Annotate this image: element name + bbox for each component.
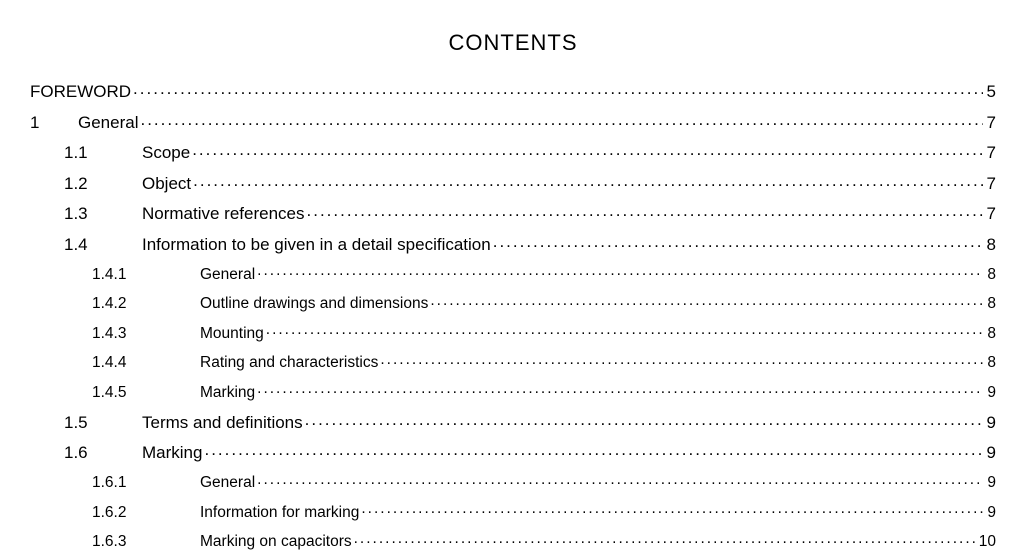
page-title: CONTENTS <box>30 30 996 56</box>
toc-entry-label: Marking on capacitors <box>200 534 354 550</box>
toc-leader-dots <box>133 80 982 97</box>
toc-entry-label: General <box>78 114 140 131</box>
toc-entry-page: 8 <box>983 296 996 312</box>
toc-entry-label: FOREWORD <box>30 83 133 100</box>
toc-entry: 1.4.3Mounting 8 <box>30 322 996 341</box>
toc-entry-page: 7 <box>983 114 996 131</box>
toc-entry-page: 10 <box>975 534 996 550</box>
toc-entry-label: Information to be given in a detail spec… <box>142 236 493 253</box>
toc-entry: 1.4Information to be given in a detail s… <box>30 233 996 253</box>
toc-entry-label: Information for marking <box>200 505 361 521</box>
toc-entry-number: 1.4.2 <box>92 296 200 312</box>
toc-entry-number: 1.1 <box>64 144 142 161</box>
toc-leader-dots <box>305 411 983 428</box>
toc-entry-label: Object <box>142 175 193 192</box>
toc-leader-dots <box>257 381 983 397</box>
toc-leader-dots <box>257 263 983 279</box>
toc-entry-page: 7 <box>983 175 996 192</box>
toc-entry-number: 1.4 <box>64 236 142 253</box>
toc-entry-label: General <box>200 267 257 283</box>
toc-leader-dots <box>193 172 982 189</box>
toc-entry-number: 1.4.5 <box>92 385 200 401</box>
toc-entry: 1.3Normative references 7 <box>30 202 996 222</box>
toc-entry: 1.2Object 7 <box>30 172 996 192</box>
toc-entry: 1General 7 <box>30 111 996 131</box>
toc-leader-dots <box>430 293 983 309</box>
toc-entry-number: 1.6.3 <box>92 534 200 550</box>
toc-leader-dots <box>307 202 983 219</box>
toc-leader-dots <box>266 322 984 338</box>
toc-entry: 1.4.5Marking 9 <box>30 381 996 400</box>
toc-entry-label: Terms and definitions <box>142 414 305 431</box>
toc-entry-number: 1.4.4 <box>92 355 200 371</box>
toc-entry-label: Normative references <box>142 205 307 222</box>
toc-entry-page: 8 <box>983 267 996 283</box>
toc-entry-number: 1 <box>30 114 78 131</box>
toc-entry-label: Rating and characteristics <box>200 355 380 371</box>
toc-leader-dots <box>354 531 975 547</box>
toc-entry-page: 9 <box>983 414 996 431</box>
toc-entry: 1.5Terms and definitions 9 <box>30 411 996 431</box>
toc-entry-page: 7 <box>983 205 996 222</box>
toc-entry: 1.1Scope 7 <box>30 141 996 161</box>
toc-leader-dots <box>380 352 983 368</box>
toc-entry-label: Marking <box>200 385 257 401</box>
toc-leader-dots <box>140 111 982 128</box>
toc-entry-label: General <box>200 475 257 491</box>
toc-leader-dots <box>204 441 982 458</box>
toc-entry-label: Mounting <box>200 326 266 342</box>
toc-entry-page: 9 <box>983 475 996 491</box>
toc-entry: 1.4.2Outline drawings and dimensions 8 <box>30 293 996 312</box>
toc-entry: 1.4.4Rating and characteristics 8 <box>30 352 996 371</box>
toc-entry: 1.4.1General 8 <box>30 263 996 282</box>
toc-entry: 1.6Marking 9 <box>30 441 996 461</box>
toc-entry-label: Marking <box>142 444 204 461</box>
toc-leader-dots <box>192 141 982 158</box>
toc-entry-page: 8 <box>983 355 996 371</box>
toc-entry: 1.6.2Information for marking 9 <box>30 501 996 520</box>
toc-entry-page: 7 <box>983 144 996 161</box>
toc-entry-label: Scope <box>142 144 192 161</box>
toc-leader-dots <box>361 501 983 517</box>
toc-entry-number: 1.4.1 <box>92 267 200 283</box>
toc-entry-number: 1.6.2 <box>92 505 200 521</box>
toc-entry-number: 1.5 <box>64 414 142 431</box>
toc-entry-page: 8 <box>983 326 996 342</box>
toc-entry-page: 9 <box>983 444 996 461</box>
toc-entry-page: 9 <box>983 385 996 401</box>
toc-leader-dots <box>257 472 983 488</box>
toc-entry-number: 1.3 <box>64 205 142 222</box>
toc-entry-number: 1.6 <box>64 444 142 461</box>
toc-entry: 1.6.1General 9 <box>30 472 996 491</box>
toc-entry-label: Outline drawings and dimensions <box>200 296 430 312</box>
toc-entry-number: 1.6.1 <box>92 475 200 491</box>
toc-entry-page: 9 <box>983 505 996 521</box>
toc-entry-number: 1.2 <box>64 175 142 192</box>
toc-entry-page: 8 <box>983 236 996 253</box>
toc-page: CONTENTS FOREWORD51General71.1Scope71.2O… <box>0 0 1026 558</box>
toc-entry: 1.6.3Marking on capacitors 10 <box>30 531 996 550</box>
toc-list: FOREWORD51General71.1Scope71.2Object71.3… <box>30 80 996 550</box>
toc-entry-page: 5 <box>983 83 996 100</box>
toc-leader-dots <box>493 233 983 250</box>
toc-entry: FOREWORD 5 <box>30 80 996 100</box>
toc-entry-number: 1.4.3 <box>92 326 200 342</box>
